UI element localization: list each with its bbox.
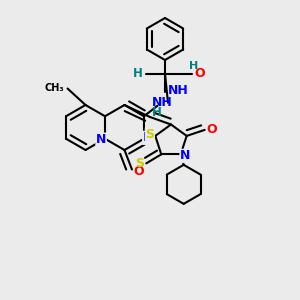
Text: NH: NH [152, 96, 172, 109]
Text: S: S [135, 157, 144, 170]
Text: S: S [146, 128, 154, 141]
Text: H: H [133, 67, 143, 80]
Text: O: O [194, 67, 205, 80]
Text: O: O [133, 164, 144, 178]
Text: NH: NH [168, 83, 189, 97]
Text: N: N [180, 149, 190, 162]
Text: O: O [206, 123, 217, 136]
Text: N: N [96, 133, 106, 146]
Text: N: N [143, 131, 153, 144]
Text: H: H [152, 106, 161, 119]
Text: CH₃: CH₃ [44, 82, 64, 93]
Text: H: H [189, 61, 198, 71]
